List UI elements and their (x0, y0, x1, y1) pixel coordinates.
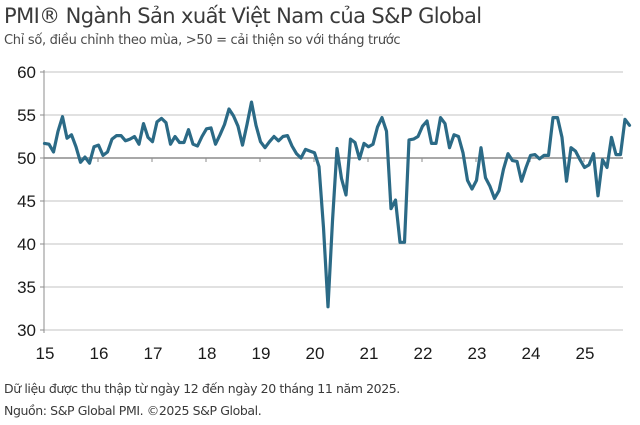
y-tick-label: 40 (17, 235, 36, 254)
y-tick-label: 50 (17, 149, 36, 168)
x-tick-label: 25 (576, 344, 595, 363)
chart-title: PMI® Ngành Sản xuất Việt Nam của S&P Glo… (4, 4, 482, 28)
y-tick-label: 45 (17, 192, 36, 211)
axes (40, 70, 623, 333)
x-tick-label: 24 (522, 344, 541, 363)
x-tick-label: 15 (36, 344, 55, 363)
y-tick-label: 30 (17, 321, 36, 340)
series-group (42, 100, 632, 309)
x-tick-label: 18 (198, 344, 217, 363)
x-tick-label: 21 (360, 344, 379, 363)
y-axis-tick-labels: 30 35 40 45 50 55 60 (17, 63, 36, 340)
y-tick-label: 35 (17, 278, 36, 297)
x-tick-label: 23 (468, 344, 487, 363)
footnote-data-collection: Dữ liệu được thu thập từ ngày 12 đến ngà… (4, 381, 400, 396)
series-line-pmi (42, 100, 632, 309)
x-tick-label: 22 (414, 344, 433, 363)
x-tick-label: 20 (306, 344, 325, 363)
y-tick-label: 60 (17, 63, 36, 82)
x-axis-tick-labels: 15 16 17 18 19 20 21 22 23 24 25 (36, 344, 595, 363)
x-tick-label: 17 (144, 344, 163, 363)
x-tick-label: 19 (252, 344, 271, 363)
gridlines (44, 71, 623, 288)
y-tick-label: 55 (17, 106, 36, 125)
x-tick-label: 16 (90, 344, 109, 363)
footnote-source: Nguồn: S&P Global PMI. ©2025 S&P Global. (4, 403, 262, 418)
chart-subtitle: Chỉ số, điều chỉnh theo mùa, >50 = cải t… (4, 33, 401, 48)
